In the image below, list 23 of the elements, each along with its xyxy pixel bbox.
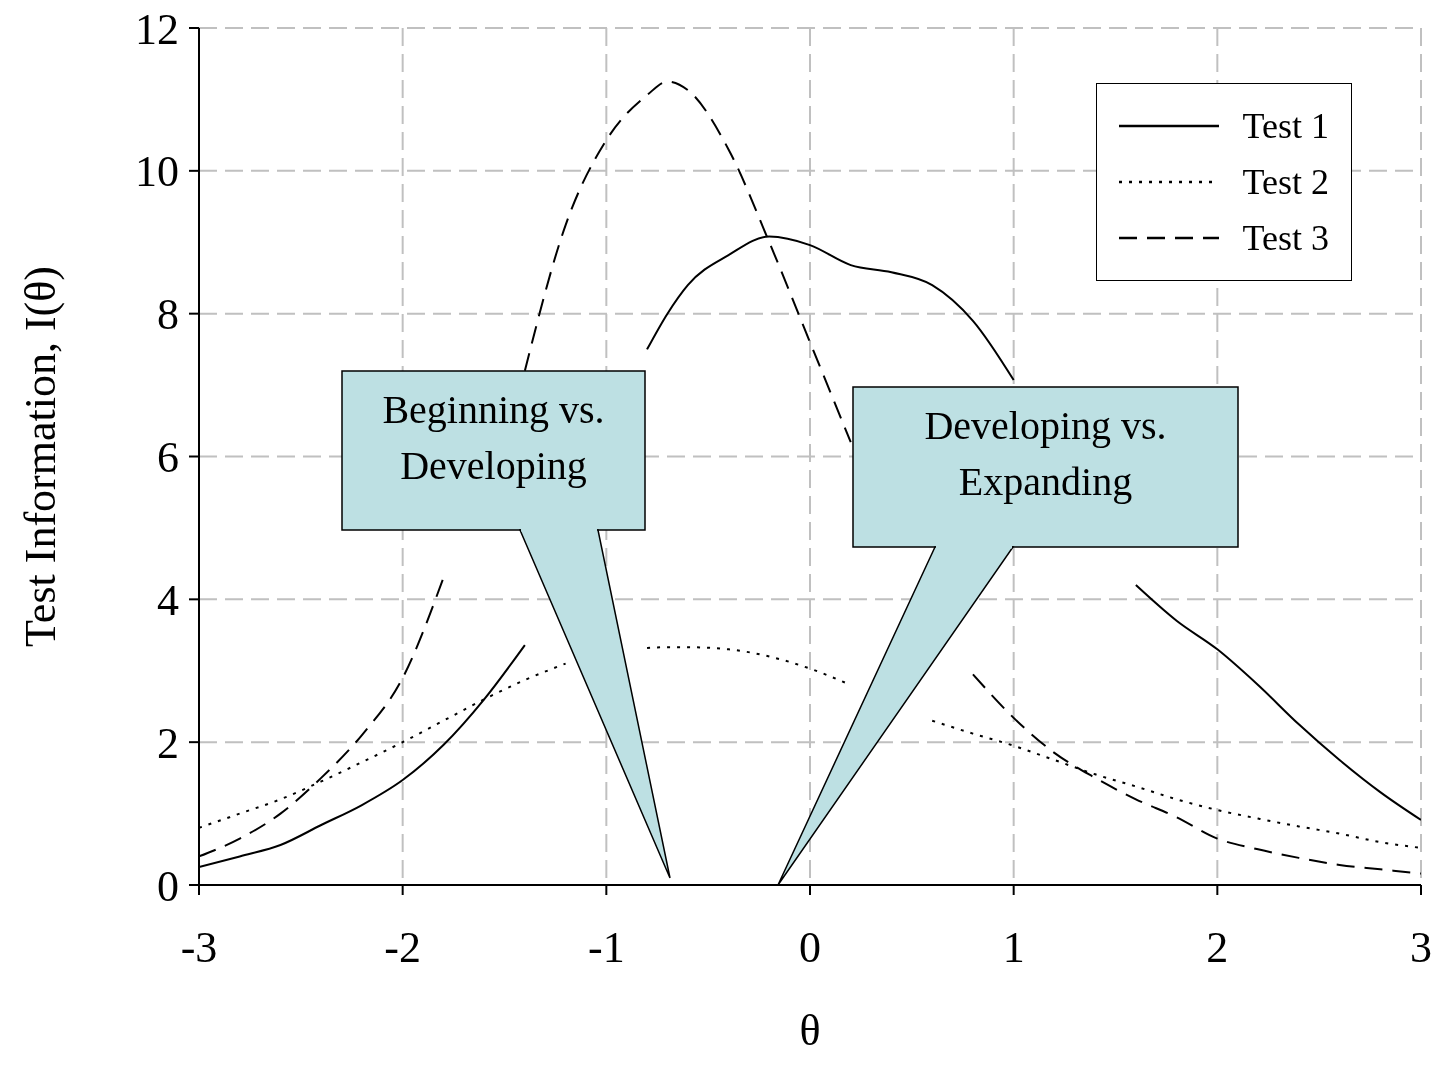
callout: Beginning vs. Developing xyxy=(341,370,671,879)
callout: Developing vs. Expanding xyxy=(777,386,1239,886)
x-tick-label: 1 xyxy=(1002,923,1025,973)
legend-label: Test 1 xyxy=(1242,105,1329,147)
legend-label: Test 2 xyxy=(1242,161,1329,203)
annotation: Developing vs. Expanding xyxy=(924,403,1167,504)
y-tick-label: 12 xyxy=(135,4,179,54)
x-tick-label: -2 xyxy=(384,923,421,973)
x-tick-label: -3 xyxy=(180,923,218,973)
y-axis-title: Test Information, I(θ) xyxy=(15,266,65,647)
y-tick-label: 6 xyxy=(157,433,179,483)
y-tick-label: 0 xyxy=(157,861,179,911)
x-tick-label: 0 xyxy=(799,923,821,973)
annotation: Beginning vs. Developing xyxy=(382,387,605,488)
y-tick-label: 8 xyxy=(157,290,179,340)
y-tick-label: 2 xyxy=(157,718,179,768)
x-tick-label: -1 xyxy=(588,923,625,973)
y-tick-label: 4 xyxy=(157,575,179,625)
y-tick-label: 10 xyxy=(135,147,179,197)
x-tick-label: 2 xyxy=(1206,923,1229,973)
x-axis-title: θ xyxy=(799,1006,821,1055)
legend-label: Test 3 xyxy=(1242,217,1329,259)
x-tick-label: 3 xyxy=(1410,923,1432,973)
